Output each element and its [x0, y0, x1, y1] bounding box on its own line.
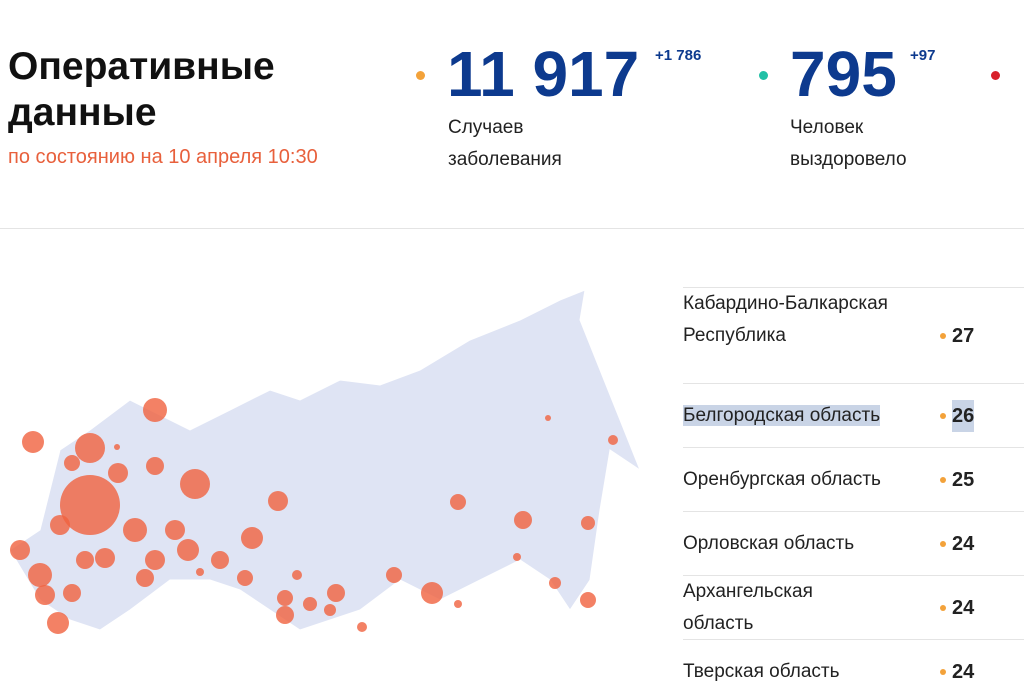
- region-text: Белгородская область: [683, 405, 881, 426]
- subtitle: по состоянию на 10 апреля 10:30: [8, 146, 318, 168]
- dot: [416, 71, 425, 80]
- region: Орловская область: [683, 533, 855, 554]
- value: 25: [952, 469, 975, 491]
- stat-value: 11 917: [447, 38, 640, 110]
- region: Кабардино-Балкарская Республика: [683, 293, 888, 346]
- value: 24: [952, 597, 975, 619]
- dot: [940, 669, 946, 675]
- dot: [940, 605, 946, 611]
- dot: [940, 413, 946, 419]
- title: Оперативные данные: [8, 45, 275, 134]
- value: 26: [952, 400, 975, 432]
- region: Тверская область: [683, 661, 840, 682]
- dot: [940, 541, 946, 547]
- country-shape: [9, 289, 642, 631]
- dot: [940, 333, 946, 339]
- value: 24: [952, 661, 975, 683]
- stat-label: Случаев заболевания: [448, 117, 562, 170]
- stat-delta: +1 786: [655, 47, 702, 64]
- stat-label: Человек выздоровело: [790, 117, 907, 170]
- table-row[interactable]: Оренбургская область 25: [683, 447, 1024, 511]
- value: 27: [952, 325, 975, 347]
- table-row[interactable]: Архангельская область 24: [683, 575, 1024, 639]
- dot: [759, 71, 768, 80]
- region: Архангельская область: [683, 581, 813, 634]
- table-row[interactable]: Кабардино-Балкарская Республика 27: [683, 287, 1024, 383]
- stat-delta: +97: [910, 47, 936, 64]
- region: Белгородская область: [683, 400, 881, 432]
- table-row[interactable]: Тверская область 24: [683, 639, 1024, 684]
- dot: [991, 71, 1000, 80]
- markers: [10, 398, 618, 634]
- value: 24: [952, 533, 975, 555]
- dot: [940, 477, 946, 483]
- region: Оренбургская область: [683, 469, 881, 490]
- divider: [0, 228, 1024, 229]
- table-row[interactable]: Орловская область 24: [683, 511, 1024, 575]
- stat-value: 795: [790, 38, 897, 110]
- table-row[interactable]: Белгородская область 26: [683, 383, 1024, 447]
- map: [9, 289, 642, 634]
